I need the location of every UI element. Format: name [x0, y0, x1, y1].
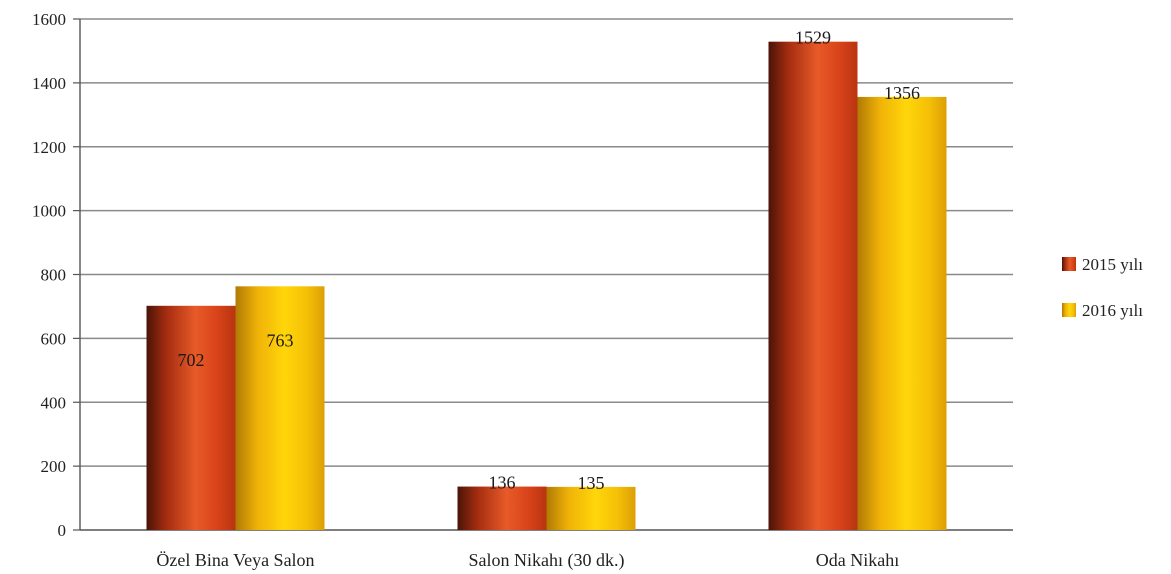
- y-tick-label: 1000: [32, 202, 66, 221]
- y-tick-label: 0: [58, 521, 67, 540]
- x-category-label: Oda Nikahı: [816, 550, 899, 570]
- data-label: 702: [178, 350, 205, 370]
- data-label: 136: [489, 473, 516, 493]
- bar: [768, 41, 858, 530]
- data-label: 1529: [795, 28, 831, 48]
- y-tick-label: 1600: [32, 10, 66, 29]
- y-tick-label: 200: [41, 457, 67, 476]
- data-label: 763: [267, 330, 294, 350]
- bar: [146, 305, 236, 530]
- legend: 2015 yılı 2016 yılı: [1062, 255, 1143, 320]
- data-label: 135: [578, 473, 605, 493]
- labels: 0 200 400 600 800 1000 1200 1400 1600 702 763 Özel …: [32, 10, 920, 571]
- x-category-label: Salon Nikahı (30 dk.): [469, 550, 625, 571]
- x-category-label: Özel Bina Veya Salon: [156, 550, 314, 570]
- y-tick-label: 400: [41, 393, 67, 412]
- bar: [457, 486, 547, 530]
- bar: [857, 96, 947, 531]
- bars: [146, 41, 947, 531]
- legend-swatch: [1062, 303, 1076, 317]
- legend-swatch: [1062, 257, 1076, 271]
- y-tick-label: 800: [41, 266, 67, 285]
- y-tick-label: 600: [41, 329, 67, 348]
- legend-entry: 2016 yılı: [1082, 301, 1143, 320]
- y-tick-label: 1200: [32, 138, 66, 157]
- data-label: 1356: [884, 83, 920, 103]
- bar: [235, 286, 325, 530]
- legend-entry: 2015 yılı: [1082, 255, 1143, 274]
- bar: [546, 486, 636, 530]
- y-tick-label: 1400: [32, 74, 66, 93]
